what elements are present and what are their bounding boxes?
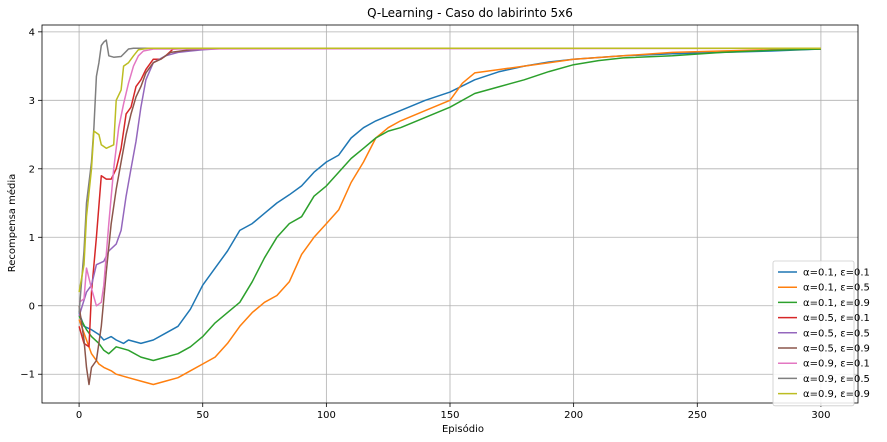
legend-label-5: α=0.5, ε=0.5	[803, 328, 870, 339]
legend-label-2: α=0.1, ε=0.5	[803, 283, 870, 294]
x-tick-label: 100	[317, 410, 336, 421]
series-line-2	[78, 48, 821, 386]
x-axis-label: Episódio	[442, 423, 484, 435]
series-line-9	[78, 47, 821, 293]
series-lines	[78, 39, 821, 386]
legend: α=0.1, ε=0.1 α=0.1, ε=0.5 α=0.1, ε=0.9 α=0.…	[772, 260, 870, 407]
legend-label-9: α=0.9, ε=0.9	[803, 389, 870, 400]
series-line-3	[78, 48, 821, 362]
series-line-8	[78, 39, 821, 313]
legend-label-8: α=0.9, ε=0.5	[803, 374, 870, 385]
x-tick-label: 250	[688, 410, 707, 421]
legend-label-6: α=0.5, ε=0.9	[803, 344, 870, 355]
legend-label-3: α=0.1, ε=0.9	[803, 298, 870, 309]
y-tick-label: 4	[29, 27, 35, 38]
series-line-5	[78, 47, 821, 317]
series-line-7	[78, 47, 821, 307]
y-axis-ticks: −1 0 1 2 3 4	[20, 27, 42, 381]
series-line-6	[78, 47, 821, 386]
y-tick-label: 0	[29, 301, 35, 312]
legend-label-1: α=0.1, ε=0.1	[803, 268, 870, 279]
chart-title: Q-Learning - Caso do labirinto 5x6	[367, 6, 573, 20]
x-tick-label: 150	[440, 410, 459, 421]
y-tick-label: −1	[20, 370, 35, 381]
x-tick-label: 0	[76, 410, 82, 421]
y-tick-label: 2	[29, 164, 35, 175]
x-tick-label: 200	[564, 410, 583, 421]
y-tick-label: 3	[29, 96, 35, 107]
y-axis-label: Recompensa média	[6, 174, 18, 273]
x-tick-label: 300	[811, 410, 830, 421]
y-tick-label: 1	[29, 233, 35, 244]
grid	[42, 25, 858, 403]
legend-label-7: α=0.9, ε=0.1	[803, 359, 870, 370]
x-axis-ticks: 0 50 100 150 200 250 300	[76, 403, 830, 421]
legend-box	[772, 260, 855, 407]
legend-label-4: α=0.5, ε=0.1	[803, 313, 870, 324]
x-tick-label: 50	[196, 410, 209, 421]
